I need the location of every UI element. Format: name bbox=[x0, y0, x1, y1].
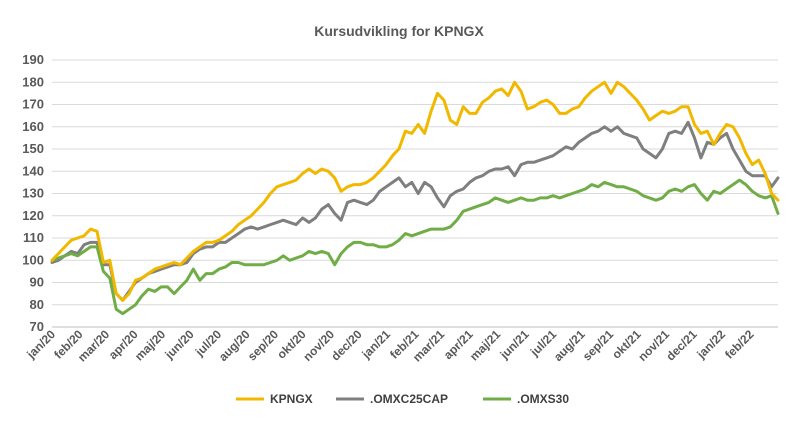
x-tick-label: jun/21 bbox=[497, 327, 532, 362]
x-tick-label: jun/20 bbox=[162, 327, 197, 362]
chart-title: Kursudvikling for KPNGX bbox=[314, 23, 484, 39]
x-tick-label: jan/21 bbox=[358, 327, 393, 362]
y-tick-label: 120 bbox=[22, 208, 44, 223]
x-tick-label: maj/20 bbox=[132, 327, 169, 364]
y-tick-label: 90 bbox=[30, 275, 44, 290]
y-tick-label: 180 bbox=[22, 74, 44, 89]
x-tick-label: sep/20 bbox=[245, 327, 282, 364]
y-tick-label: 130 bbox=[22, 186, 44, 201]
legend: KPNGX .OMXC25CAP .OMXS30 bbox=[236, 392, 569, 406]
y-tick-label: 160 bbox=[22, 119, 44, 134]
series-line-omxc25cap bbox=[50, 120, 780, 302]
y-tick-label: 110 bbox=[23, 230, 44, 245]
legend-label: KPNGX bbox=[270, 392, 313, 406]
x-tick-label: feb/22 bbox=[722, 327, 757, 362]
y-tick-label: 80 bbox=[30, 297, 44, 312]
x-tick-label: dec/21 bbox=[663, 327, 700, 364]
y-tick-label: 70 bbox=[30, 319, 44, 334]
series-line-kpngx bbox=[50, 80, 780, 302]
x-tick-label: jan/22 bbox=[693, 327, 728, 362]
x-axis: jan/20feb/20mar/20apr/20maj/20jun/20jul/… bbox=[23, 326, 778, 364]
series-lines bbox=[50, 80, 780, 316]
x-tick-label: maj/21 bbox=[467, 327, 504, 364]
y-tick-label: 170 bbox=[22, 97, 44, 112]
y-tick-label: 190 bbox=[22, 52, 44, 67]
series-line-omxs30 bbox=[50, 178, 780, 316]
x-tick-label: aug/20 bbox=[216, 327, 253, 364]
y-tick-label: 150 bbox=[22, 141, 44, 156]
legend-label: .OMXS30 bbox=[517, 392, 569, 406]
x-tick-label: aug/21 bbox=[551, 327, 588, 364]
legend-label: .OMXC25CAP bbox=[370, 392, 448, 406]
y-axis: 70 80 90 100 110 120 130 140 150 160 170 180 190 bbox=[22, 52, 44, 334]
x-tick-label: dec/20 bbox=[328, 327, 365, 364]
y-tick-label: 140 bbox=[22, 163, 44, 178]
gridlines bbox=[52, 59, 778, 328]
y-tick-label: 100 bbox=[22, 252, 44, 267]
x-tick-label: sep/21 bbox=[580, 327, 617, 364]
